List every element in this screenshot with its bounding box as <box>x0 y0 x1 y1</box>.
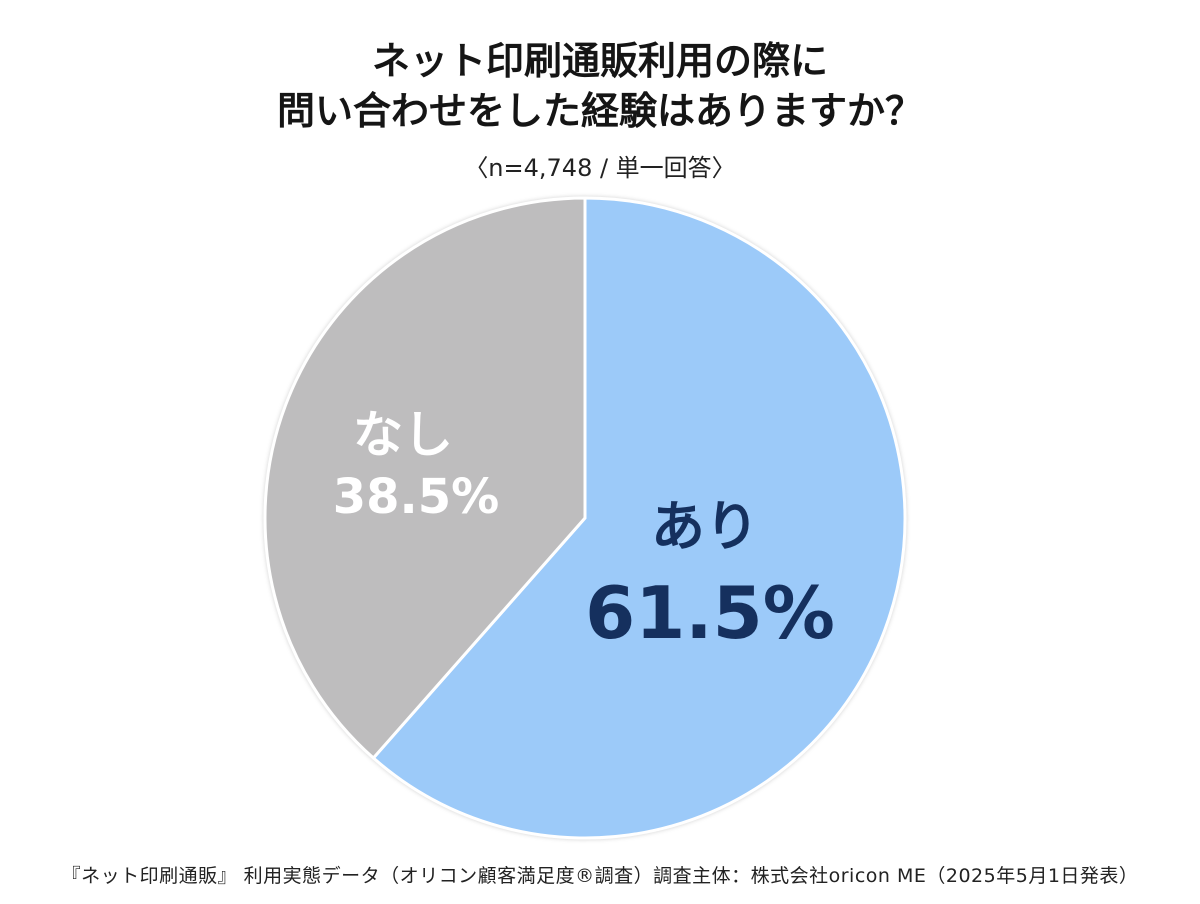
pie-slice-1 <box>263 196 587 760</box>
chart-subtitle: 〈n=4,748 / 単一回答〉 <box>464 154 736 182</box>
chart-title-line-1: ネット印刷通販利用の際に <box>371 39 828 83</box>
chart-title-line-2: 問い合わせをした経験はありますか？ <box>276 89 923 133</box>
slice-value-label-0: 61.5% <box>585 571 835 655</box>
pie-slices <box>263 196 907 840</box>
chart-title: ネット印刷通販利用の際に 問い合わせをした経験はありますか？ <box>0 36 1200 136</box>
pie-slice-0 <box>371 196 907 840</box>
slice-category-label-0: あり <box>651 495 759 558</box>
source-footnote: 『ネット印刷通販』 利用実態データ（オリコン顧客満足度®調査）調査主体：株式会社… <box>61 865 1139 887</box>
slice-category-label-1: なし <box>353 406 453 464</box>
slice-value-label-1: 38.5% <box>333 469 500 525</box>
